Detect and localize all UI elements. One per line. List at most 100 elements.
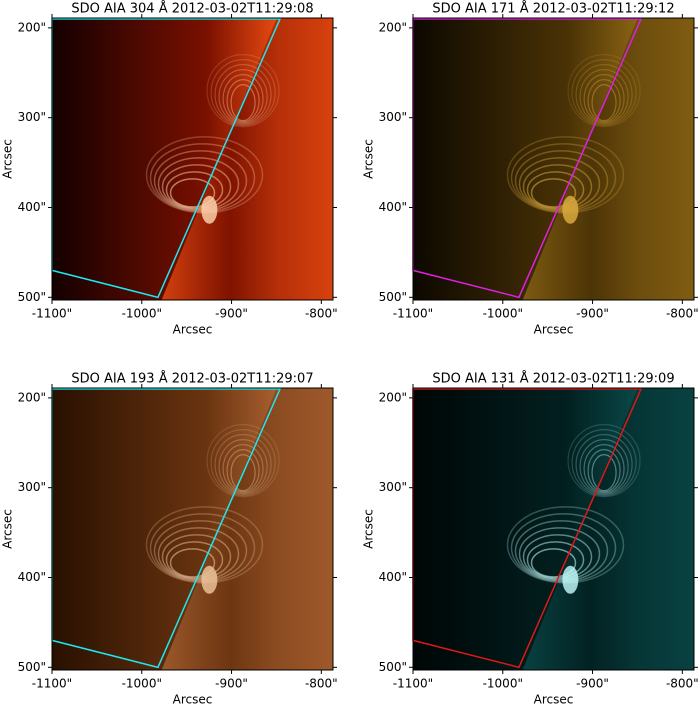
coronal-loop xyxy=(157,527,240,581)
y-axis-label: Arcsec xyxy=(362,139,376,179)
axes-frame xyxy=(412,387,695,671)
y-axis-label: Arcsec xyxy=(362,509,376,549)
bright-region xyxy=(562,565,579,594)
coronal-loop xyxy=(579,68,629,125)
panel-title: SDO AIA 193 Å 2012-03-02T11:29:07 xyxy=(71,371,313,387)
coronal-loop xyxy=(526,541,585,579)
coronal-loop xyxy=(514,150,609,212)
y-axis-label: Arcsec xyxy=(1,509,15,549)
x-tick-label: -1100" xyxy=(32,677,72,691)
y-tick-label: 300" xyxy=(379,480,407,494)
y-tick-label: 300" xyxy=(18,110,46,124)
y-tick-label: 500" xyxy=(18,290,46,304)
bright-region xyxy=(201,195,218,224)
coronal-loop xyxy=(514,520,609,582)
y-tick-label: 200" xyxy=(18,20,46,34)
y-tick-label: 200" xyxy=(379,390,407,404)
coronal-loop xyxy=(575,434,633,496)
coronal-loop xyxy=(583,444,625,494)
solar-image xyxy=(52,18,333,300)
x-tick-label: -1100" xyxy=(393,677,433,691)
y-axis-label: Arcsec xyxy=(1,139,15,179)
x-tick-label: -1100" xyxy=(32,307,72,321)
solar-image xyxy=(413,388,694,670)
y-tick-label: 500" xyxy=(18,660,46,674)
coronal-loop xyxy=(214,434,272,496)
x-axis-label: Arcsec xyxy=(173,693,213,705)
coronal-loop xyxy=(583,73,625,124)
coronal-loop xyxy=(210,429,276,497)
panel-title: SDO AIA 304 Å 2012-03-02T11:29:08 xyxy=(71,1,313,17)
y-tick-label: 400" xyxy=(18,200,46,214)
coronal-loop xyxy=(567,424,641,498)
coronal-loop xyxy=(579,439,629,495)
x-tick-label: -900" xyxy=(576,677,609,691)
x-tick-label: -1100" xyxy=(393,307,433,321)
solar-disk xyxy=(161,18,333,300)
axes-frame xyxy=(51,387,334,671)
y-tick-label: 400" xyxy=(379,570,407,584)
y-tick-label: 300" xyxy=(18,480,46,494)
coronal-loop xyxy=(530,178,577,208)
solar-disk xyxy=(161,388,333,670)
solar-image xyxy=(413,18,694,300)
x-tick-label: -1000" xyxy=(122,307,162,321)
x-tick-label: -800" xyxy=(666,307,699,321)
coronal-loop xyxy=(153,520,248,582)
coronal-loop xyxy=(169,548,216,578)
x-axis-label: Arcsec xyxy=(534,693,574,705)
coronal-loop xyxy=(591,83,617,122)
bright-region xyxy=(201,565,218,594)
y-tick-label: 400" xyxy=(18,570,46,584)
coronal-loop xyxy=(210,58,276,127)
axes-frame xyxy=(412,17,695,301)
y-tick-label: 300" xyxy=(379,110,407,124)
x-tick-label: -900" xyxy=(215,307,248,321)
coronal-loop xyxy=(567,53,641,128)
coronal-loop xyxy=(591,454,617,492)
coronal-loop xyxy=(222,73,264,124)
x-tick-label: -800" xyxy=(305,677,338,691)
y-tick-label: 500" xyxy=(379,290,407,304)
x-tick-label: -1000" xyxy=(483,307,523,321)
panel-title: SDO AIA 171 Å 2012-03-02T11:29:12 xyxy=(432,1,674,17)
coronal-loop xyxy=(226,78,260,123)
coronal-loop xyxy=(226,449,260,493)
y-tick-label: 200" xyxy=(379,20,407,34)
coronal-loop xyxy=(214,63,272,126)
x-axis-label: Arcsec xyxy=(173,323,213,337)
coronal-loop xyxy=(230,454,256,492)
x-tick-label: -1000" xyxy=(122,677,162,691)
coronal-loop xyxy=(571,429,637,497)
axes-frame xyxy=(51,17,334,301)
coronal-loop xyxy=(165,541,224,579)
coronal-loop xyxy=(575,63,633,126)
solar-disk xyxy=(522,18,694,300)
solar-image xyxy=(52,388,333,670)
x-tick-label: -800" xyxy=(305,307,338,321)
coronal-loop xyxy=(165,171,224,209)
coronal-loop xyxy=(169,178,216,208)
y-tick-label: 200" xyxy=(18,390,46,404)
coronal-loop xyxy=(153,150,248,212)
y-tick-label: 400" xyxy=(379,200,407,214)
x-tick-label: -900" xyxy=(576,307,609,321)
coronal-loop xyxy=(206,53,280,128)
coronal-loop xyxy=(218,439,268,495)
coronal-loop xyxy=(587,449,621,493)
x-tick-label: -1000" xyxy=(483,677,523,691)
bright-region xyxy=(562,195,579,224)
coronal-loop xyxy=(222,444,264,494)
x-axis-label: Arcsec xyxy=(534,323,574,337)
y-tick-label: 500" xyxy=(379,660,407,674)
coronal-loop xyxy=(587,78,621,123)
solar-disk xyxy=(522,388,694,670)
coronal-loop xyxy=(206,424,280,498)
coronal-loop xyxy=(518,157,601,211)
coronal-loop xyxy=(530,548,577,578)
x-tick-label: -800" xyxy=(666,677,699,691)
coronal-loop xyxy=(230,83,256,122)
coronal-loop xyxy=(571,58,637,127)
coronal-loop xyxy=(157,157,240,211)
